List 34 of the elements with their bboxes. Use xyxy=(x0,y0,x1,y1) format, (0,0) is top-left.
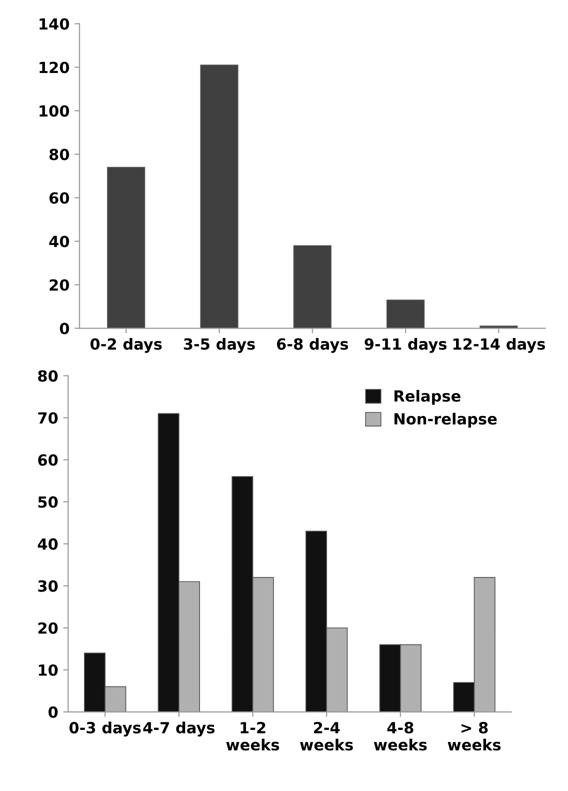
y-tick-label: 80 xyxy=(49,148,70,160)
y-tick-label: 0 xyxy=(60,322,70,334)
y-tick-label: 120 xyxy=(40,62,70,74)
legend-label: Relapse xyxy=(394,390,460,405)
y-tick-label: 50 xyxy=(38,496,58,508)
x-tick-label: 3-5 days xyxy=(184,338,255,353)
x-tick-label: 2-4 weeks xyxy=(300,722,353,751)
x-tick-label: 9-11 days xyxy=(364,338,447,353)
x-tick-label: 0-2 days xyxy=(90,338,162,353)
x-tick-label: 4-8 weeks xyxy=(374,722,427,751)
y-tick-label: 40 xyxy=(38,538,58,550)
x-tick-label: 6-8 days xyxy=(276,338,348,353)
y-tick-label: 0 xyxy=(48,706,58,718)
bar xyxy=(386,300,425,328)
y-tick-label: 80 xyxy=(38,370,58,382)
bar xyxy=(200,64,238,328)
x-tick-label: 0-3 days xyxy=(69,722,141,737)
x-tick-label: > 8 weeks xyxy=(448,722,501,751)
x-tick-label: 12-14 days xyxy=(453,338,545,353)
y-tick-label: 40 xyxy=(49,236,70,248)
y-tick-label: 20 xyxy=(50,279,70,291)
y-tick-label: 20 xyxy=(38,622,58,634)
y-tick-label: 70 xyxy=(38,412,58,424)
y-tick-label: 60 xyxy=(38,454,58,466)
y-tick-label: 100 xyxy=(40,105,70,117)
bar xyxy=(107,166,146,328)
y-tick-label: 30 xyxy=(38,580,58,592)
y-tick-label: 60 xyxy=(49,192,70,204)
legend-label: Non-relapse xyxy=(394,412,497,428)
x-tick-label: 4-7 days xyxy=(143,722,215,737)
x-tick-label: 1-2 weeks xyxy=(226,722,280,751)
y-tick-label: 10 xyxy=(38,664,58,676)
bar xyxy=(293,245,332,328)
y-tick-label: 140 xyxy=(40,18,70,30)
